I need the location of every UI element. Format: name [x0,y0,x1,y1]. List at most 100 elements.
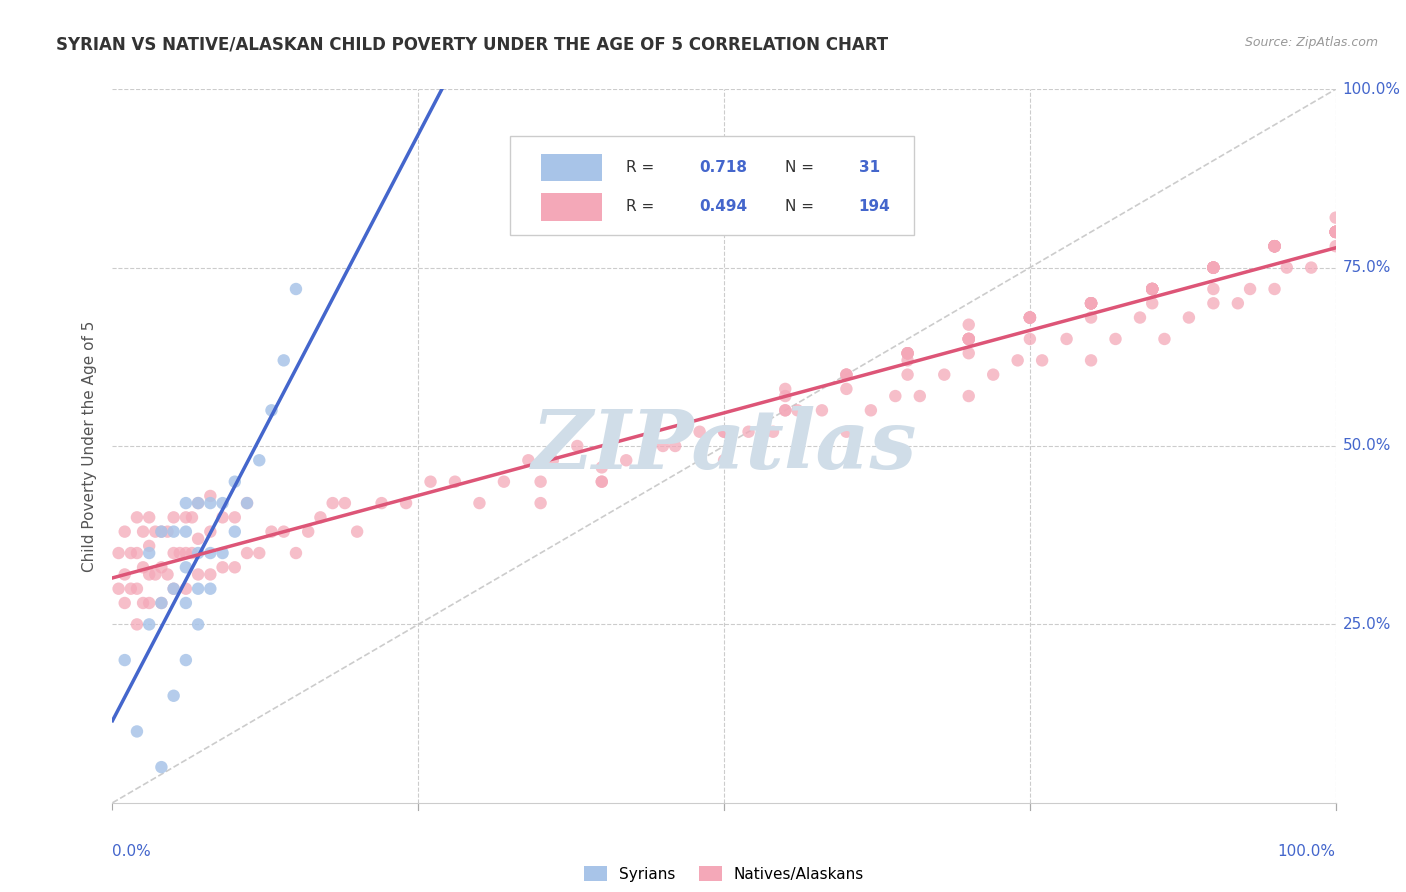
Point [395,496,418,510]
Text: Source: ZipAtlas.com: Source: ZipAtlas.com [1244,36,1378,49]
Point [187,496,209,510]
Point [150,596,173,610]
Point [1324,225,1347,239]
Point [1129,310,1152,325]
Point [835,368,858,382]
Point [591,475,613,489]
Point [1142,282,1164,296]
Point [981,368,1004,382]
Point [1080,296,1102,310]
Point [1080,310,1102,325]
FancyBboxPatch shape [510,136,914,235]
Point [150,596,173,610]
Point [1031,353,1053,368]
Point [236,546,259,560]
Point [132,524,155,539]
Point [1142,282,1164,296]
Point [1202,260,1225,275]
Point [138,617,160,632]
Point [1178,310,1201,325]
Point [1104,332,1126,346]
Point [143,567,166,582]
Text: 0.0%: 0.0% [112,845,152,859]
Text: N =: N = [786,200,820,214]
Point [174,582,197,596]
Text: 194: 194 [859,200,890,214]
Point [120,582,142,596]
Point [138,510,160,524]
Point [1324,225,1347,239]
Point [640,439,662,453]
Text: R =: R = [626,200,659,214]
Point [1202,260,1225,275]
Point [786,403,808,417]
Point [737,425,759,439]
Point [297,524,319,539]
Point [211,546,233,560]
Point [138,567,160,582]
Point [1324,225,1347,239]
Point [211,560,233,574]
Point [174,496,197,510]
Point [333,496,356,510]
Point [1018,310,1040,325]
Point [835,382,858,396]
Text: 25.0%: 25.0% [1343,617,1391,632]
Bar [541,154,602,181]
Point [107,546,129,560]
Point [713,425,735,439]
Point [174,653,197,667]
Point [1018,310,1040,325]
Point [200,567,222,582]
Text: R =: R = [626,161,659,175]
Point [1264,239,1286,253]
Point [236,496,259,510]
Point [591,460,613,475]
Text: 75.0%: 75.0% [1343,260,1391,275]
Point [1324,225,1347,239]
Point [652,439,675,453]
Point [811,403,834,417]
Point [224,524,246,539]
Point [1264,239,1286,253]
Point [957,389,980,403]
Point [1202,296,1225,310]
Point [957,332,980,346]
Point [762,425,785,439]
Point [957,332,980,346]
Point [1264,282,1286,296]
Point [1202,260,1225,275]
Point [114,653,136,667]
Point [224,510,246,524]
Point [897,346,920,360]
Text: 100.0%: 100.0% [1343,82,1400,96]
Point [107,582,129,596]
Point [1264,239,1286,253]
Point [1142,282,1164,296]
Point [150,524,173,539]
Point [200,546,222,560]
Point [163,689,186,703]
Point [1080,296,1102,310]
Text: SYRIAN VS NATIVE/ALASKAN CHILD POVERTY UNDER THE AGE OF 5 CORRELATION CHART: SYRIAN VS NATIVE/ALASKAN CHILD POVERTY U… [56,36,889,54]
Point [713,425,735,439]
Point [1142,282,1164,296]
Point [1142,282,1164,296]
Point [132,596,155,610]
Point [1080,296,1102,310]
Point [1018,310,1040,325]
Point [689,425,711,439]
Point [169,546,191,560]
Point [492,475,515,489]
Point [1324,225,1347,239]
Point [181,510,204,524]
Point [1142,282,1164,296]
Point [957,332,980,346]
Point [273,524,295,539]
Point [444,475,467,489]
Point [187,582,209,596]
Point [957,346,980,360]
Point [181,546,204,560]
Text: 50.0%: 50.0% [1343,439,1391,453]
Point [163,582,186,596]
